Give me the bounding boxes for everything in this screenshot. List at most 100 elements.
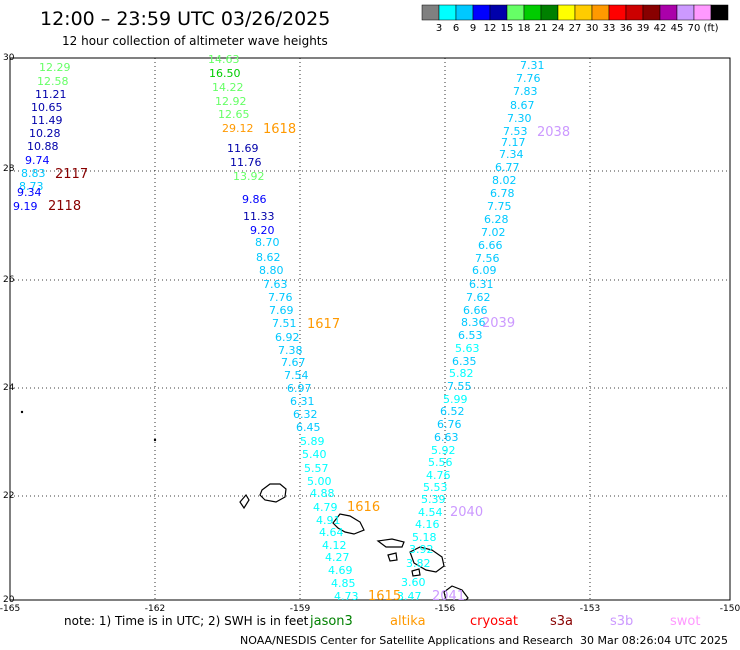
legend-swatch [642,4,661,21]
wave-height-value: 7.83 [513,85,538,98]
island-niihau [239,493,250,510]
pass-label-2039: 2039 [482,316,515,331]
wave-height-value: 3.92 [409,543,434,556]
wave-height-value: 6.63 [434,431,459,444]
wave-height-value: 11.21 [35,88,67,101]
wave-height-value: 6.53 [458,329,483,342]
map-frame [9,57,731,601]
wave-height-value: 9.34 [17,186,42,199]
legend-swatch [489,4,508,21]
lon-label: -153 [580,604,600,614]
legend-swatch [506,4,525,21]
wave-height-value: 7.38 [278,344,303,357]
lon-label: -156 [435,604,456,614]
wave-height-value: 7.17 [501,136,526,149]
lat-label: 28 [3,164,15,174]
legend-tick: 30 [586,23,599,34]
wave-height-value: 4.85 [331,577,356,590]
island-lanai [387,552,398,562]
wave-height-value: 8.62 [256,251,281,264]
wave-height-value: 12.65 [218,108,250,121]
legend-tick: 42 [654,23,667,34]
legend-swatch [557,4,576,21]
wave-height-value: 7.51 [272,317,297,330]
lat-label: 30 [3,53,15,63]
legend-tick: 3 [436,23,442,34]
legend-swatch [472,4,491,21]
pass-label-2041: 2041 [432,589,465,604]
wave-height-value: 10.88 [27,140,59,153]
islet-dot [153,438,157,442]
legend-tick: 33 [603,23,616,34]
legend-tick: 6 [453,23,459,34]
legend-swatch [693,4,712,21]
wave-height-value: 5.92 [431,444,456,457]
sat-cryosat: cryosat [470,614,518,629]
pass-label-2040: 2040 [450,505,483,520]
legend-swatch [523,4,542,21]
legend-tick: (ft) [703,23,718,34]
islet-dot [20,410,24,414]
legend-swatch [591,4,610,21]
wave-height-value: 5.82 [449,367,474,380]
wave-height-value: 4.91 [316,514,341,527]
lon-label: -150 [720,604,740,614]
sat-altika: altika [390,614,426,629]
sat-jason3: jason3 [309,614,353,629]
legend-swatch [438,4,457,21]
wave-height-value: 6.92 [275,331,300,344]
wave-height-value: 11.76 [230,156,262,169]
lon-label: -159 [290,604,311,614]
wave-height-value: 11.69 [227,142,259,155]
wave-height-value: 7.76 [516,72,541,85]
footer-credit: NOAA/NESDIS Center for Satellite Applica… [240,634,573,647]
wave-height-value: 4.12 [322,539,347,552]
footer-timestamp: 30 Mar 08:26:04 UTC 2025 [580,634,728,647]
wave-height-value: 6.52 [440,405,465,418]
wave-height-value: 6.09 [472,264,497,277]
island-molokai [376,538,405,548]
wave-height-value: 4.76 [426,469,451,482]
wave-height-value: 10.28 [29,127,61,140]
wave-height-value: 7.56 [475,252,500,265]
wave-height-value: 5.99 [443,393,468,406]
wave-height-value: 4.69 [328,564,353,577]
wave-height-value: 12.58 [37,75,69,88]
wave-height-value: 7.76 [268,291,293,304]
pass-label-1618: 1618 [263,122,296,137]
wave-height-value: 3.47 [397,590,422,603]
legend-tick: 15 [501,23,514,34]
legend-tick: 24 [552,23,565,34]
legend-swatch [455,4,474,21]
color-legend: 3 6 9 12 15 18 21 24 27 30 33 36 39 42 45 70 (ft) [421,4,729,34]
lon-label: -165 [0,604,20,614]
wave-height-value: 7.69 [269,304,294,317]
legend-tick: 36 [620,23,633,34]
wave-height-value: 6.32 [293,408,318,421]
wave-height-value: 7.02 [481,226,506,239]
wave-height-value: 7.34 [499,148,524,161]
legend-tick: 27 [569,23,582,34]
wave-height-value: 11.49 [31,114,63,127]
footnote: note: 1) Time is in UTC; 2) SWH is in fe… [64,614,309,628]
wave-height-value: 5.00 [307,475,332,488]
wave-height-value: 8.83 [21,167,46,180]
wave-height-value: 13.92 [233,170,265,183]
pass-label-1616: 1616 [347,500,380,515]
wave-height-value: 5.89 [300,435,325,448]
wave-height-value: 4.73 [334,590,359,603]
legend-tick: 21 [535,23,548,34]
wave-height-value: 4.64 [319,526,344,539]
wave-height-value: 9.19 [13,200,38,213]
island-hawaii [443,585,469,601]
wave-height-value: 12.92 [215,95,247,108]
legend-tick: 39 [637,23,650,34]
wave-height-value: 9.86 [242,193,267,206]
wave-height-value: 6.31 [469,278,494,291]
wave-height-value: 3.60 [401,576,426,589]
wave-height-value: 7.31 [520,59,545,72]
wave-height-value: 4.88 [310,487,335,500]
legend-swatch [625,4,644,21]
wave-height-value: 5.56 [428,456,453,469]
lon-label: -162 [145,604,165,614]
